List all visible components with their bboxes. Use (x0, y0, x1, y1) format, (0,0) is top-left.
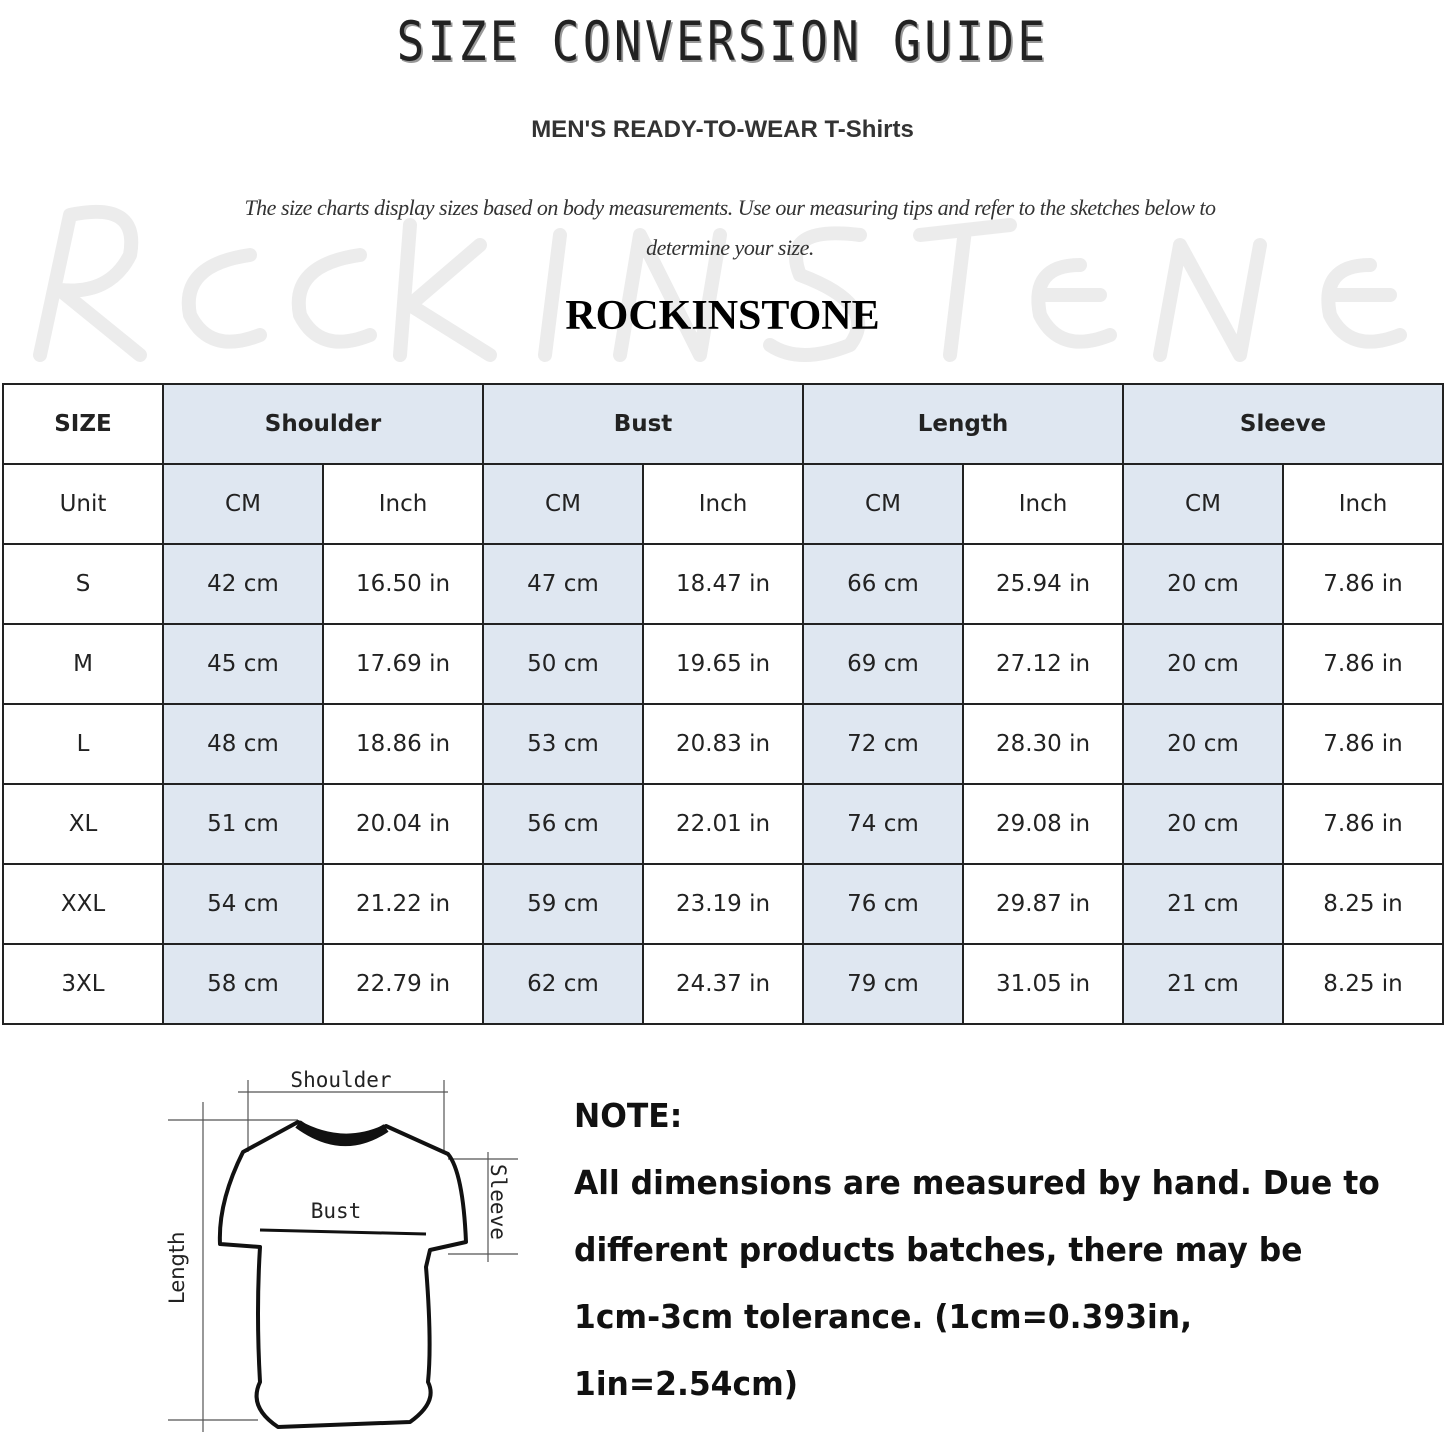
size-table: SIZE Shoulder Bust Length Sleeve Unit CM Inch CM… (2, 383, 1444, 1025)
unit-cm: CM (1122, 463, 1284, 545)
inch-value: 21.22 in (322, 863, 484, 945)
inch-value: 7.86 in (1282, 783, 1444, 865)
cm-value: 51 cm (162, 783, 324, 865)
size-cell: L (2, 703, 164, 785)
watermark-logo (33, 204, 1407, 362)
inch-value: 8.25 in (1282, 863, 1444, 945)
cm-value: 69 cm (802, 623, 964, 705)
inch-value: 29.08 in (962, 783, 1124, 865)
subtitle: MEN'S READY-TO-WEAR T-Shirts (531, 116, 914, 143)
cm-value: 72 cm (802, 703, 964, 785)
unit-label: Unit (2, 463, 164, 545)
cm-value: 47 cm (482, 543, 644, 625)
inch-value: 7.86 in (1282, 703, 1444, 785)
cm-value: 74 cm (802, 783, 964, 865)
table-row: 3XL 58 cm 22.79 in 62 cm 24.37 in 79 cm 31.05 … (2, 943, 1444, 1025)
group-header-sleeve: Sleeve (1122, 383, 1444, 465)
unit-cm: CM (802, 463, 964, 545)
inch-value: 7.86 in (1282, 623, 1444, 705)
cm-value: 62 cm (482, 943, 644, 1025)
table-row: XL 51 cm 20.04 in 56 cm 22.01 in 74 cm 29.08 i… (2, 783, 1444, 865)
length-label: Length (165, 1232, 189, 1304)
note: NOTE: All dimensions are measured by han… (574, 1082, 1391, 1417)
inch-value: 8.25 in (1282, 943, 1444, 1025)
group-header-shoulder: Shoulder (162, 383, 484, 465)
note-line: All dimensions are measured by hand. Due… (574, 1163, 1380, 1202)
table-row: XXL 54 cm 21.22 in 59 cm 23.19 in 76 cm 29.87 … (2, 863, 1444, 945)
page-title: SIZE CONVERSION GUIDE (396, 10, 1049, 73)
unit-inch: Inch (1282, 463, 1444, 545)
cm-value: 42 cm (162, 543, 324, 625)
cm-value: 20 cm (1122, 623, 1284, 705)
size-cell: XL (2, 783, 164, 865)
unit-cm: CM (482, 463, 644, 545)
header-row: SIZE Shoulder Bust Length Sleeve (2, 383, 1444, 465)
inch-value: 20.04 in (322, 783, 484, 865)
cm-value: 45 cm (162, 623, 324, 705)
unit-inch: Inch (642, 463, 804, 545)
size-cell: XXL (2, 863, 164, 945)
cm-value: 20 cm (1122, 783, 1284, 865)
cm-value: 50 cm (482, 623, 644, 705)
shoulder-label: Shoulder (290, 1068, 391, 1092)
size-cell: 3XL (2, 943, 164, 1025)
inch-value: 18.86 in (322, 703, 484, 785)
table-row: M 45 cm 17.69 in 50 cm 19.65 in 69 cm 27.12 in… (2, 623, 1444, 705)
cm-value: 21 cm (1122, 863, 1284, 945)
unit-inch: Inch (322, 463, 484, 545)
inch-value: 7.86 in (1282, 543, 1444, 625)
tshirt-outline (217, 1120, 468, 1429)
inch-value: 22.79 in (322, 943, 484, 1025)
description: The size charts display sizes based on b… (244, 195, 1216, 260)
group-header-length: Length (802, 383, 1124, 465)
unit-cm: CM (162, 463, 324, 545)
cm-value: 58 cm (162, 943, 324, 1025)
table-row: L 48 cm 18.86 in 53 cm 20.83 in 72 cm 28.30 in… (2, 703, 1444, 785)
note-line: different products batches, there may be (574, 1230, 1303, 1269)
cm-value: 56 cm (482, 783, 644, 865)
inch-value: 23.19 in (642, 863, 804, 945)
size-header: SIZE (2, 383, 164, 465)
cm-value: 21 cm (1122, 943, 1284, 1025)
cm-value: 20 cm (1122, 703, 1284, 785)
inch-value: 22.01 in (642, 783, 804, 865)
inch-value: 31.05 in (962, 943, 1124, 1025)
cm-value: 66 cm (802, 543, 964, 625)
cm-value: 48 cm (162, 703, 324, 785)
inch-value: 24.37 in (642, 943, 804, 1025)
bust-line (259, 1228, 427, 1236)
inch-value: 19.65 in (642, 623, 804, 705)
sleeve-label: Sleeve (486, 1164, 510, 1240)
cm-value: 53 cm (482, 703, 644, 785)
cm-value: 20 cm (1122, 543, 1284, 625)
cm-value: 76 cm (802, 863, 964, 945)
inch-value: 28.30 in (962, 703, 1124, 785)
inch-value: 18.47 in (642, 543, 804, 625)
table-row: S 42 cm 16.50 in 47 cm 18.47 in 66 cm 25.94 in… (2, 543, 1444, 625)
brand-name: ROCKINSTONE (565, 293, 880, 339)
inch-value: 16.50 in (322, 543, 484, 625)
note-line: 1cm-3cm tolerance. (1cm=0.393in, 1in=2.5… (574, 1297, 1192, 1403)
inch-value: 17.69 in (322, 623, 484, 705)
bust-label: Bust (311, 1199, 362, 1223)
unit-inch: Inch (962, 463, 1124, 545)
cm-value: 79 cm (802, 943, 964, 1025)
note-heading: NOTE: (574, 1096, 683, 1135)
group-header-bust: Bust (482, 383, 804, 465)
cm-value: 59 cm (482, 863, 644, 945)
inch-value: 27.12 in (962, 623, 1124, 705)
inch-value: 29.87 in (962, 863, 1124, 945)
cm-value: 54 cm (162, 863, 324, 945)
inch-value: 20.83 in (642, 703, 804, 785)
unit-row: Unit CM Inch CM Inch CM Inch CM Inch (2, 463, 1444, 545)
size-cell: S (2, 543, 164, 625)
size-cell: M (2, 623, 164, 705)
inch-value: 25.94 in (962, 543, 1124, 625)
tshirt-measurement-sketch: Shoulder Bust Sleeve Length (165, 1068, 518, 1432)
